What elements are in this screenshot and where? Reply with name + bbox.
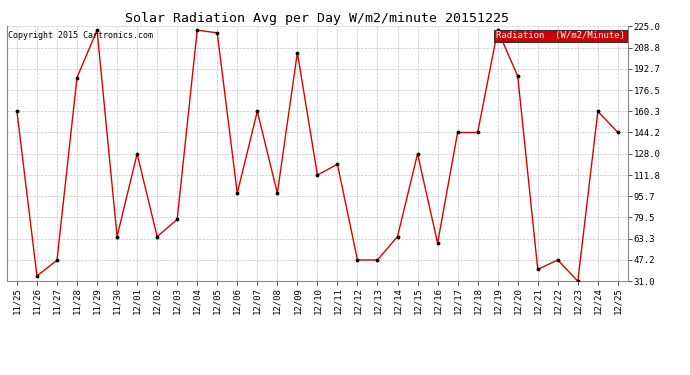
Text: Radiation  (W/m2/Minute): Radiation (W/m2/Minute) <box>496 32 625 40</box>
Text: Copyright 2015 Cartronics.com: Copyright 2015 Cartronics.com <box>8 32 153 40</box>
Title: Solar Radiation Avg per Day W/m2/minute 20151225: Solar Radiation Avg per Day W/m2/minute … <box>126 12 509 25</box>
